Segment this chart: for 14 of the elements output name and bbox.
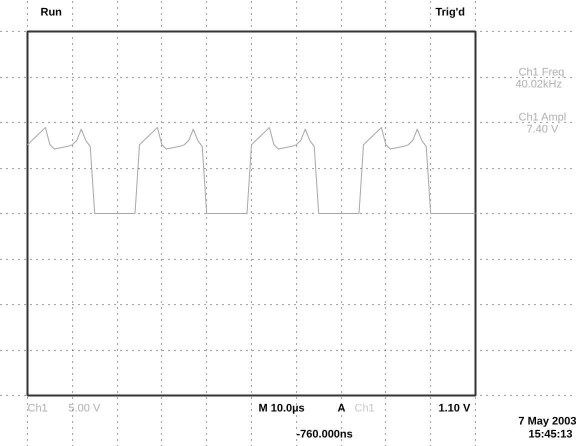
text: 7.40 V bbox=[526, 124, 559, 136]
text: 1.10 V bbox=[438, 402, 471, 414]
text: 15:45:13 bbox=[528, 428, 573, 440]
text: -760.000ns bbox=[296, 428, 353, 440]
text: Ch1 Ampl bbox=[518, 112, 566, 124]
text: Ch1 bbox=[28, 402, 48, 414]
text: 7 May 2003 bbox=[518, 416, 576, 428]
text: Ch1 Freq bbox=[518, 66, 564, 78]
text: M 10.0µs bbox=[258, 402, 305, 414]
text: 40.02kHz bbox=[516, 78, 562, 90]
text: Run bbox=[40, 6, 62, 18]
text: Trig'd bbox=[436, 6, 466, 18]
text: A bbox=[338, 402, 346, 414]
text: 5.00 V bbox=[68, 402, 101, 414]
